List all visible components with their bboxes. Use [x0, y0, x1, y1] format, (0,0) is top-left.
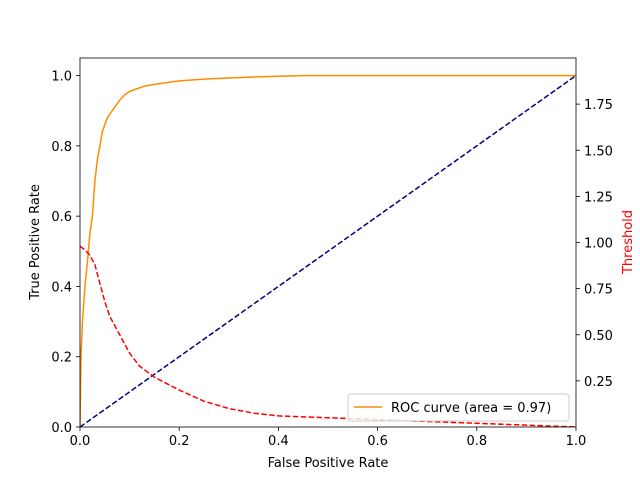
- series-line-1: [80, 74, 576, 427]
- x-tick-label: 0.2: [169, 434, 190, 449]
- y2-tick-label: 1.00: [584, 237, 613, 252]
- series-line-2: [80, 245, 576, 427]
- x-tick-label: 0.8: [466, 434, 487, 449]
- y2-axis-label: Threshold: [621, 210, 636, 275]
- x-axis-label: False Positive Rate: [268, 456, 389, 471]
- series-line-0: [80, 74, 576, 427]
- legend-label: ROC curve (area = 0.97): [391, 401, 551, 416]
- y2-tick-label: 0.75: [584, 283, 613, 298]
- y-axis-label: True Positive Rate: [28, 184, 43, 301]
- legend: ROC curve (area = 0.97): [347, 393, 570, 422]
- y2-tick-label: 1.25: [584, 190, 613, 205]
- x-tick-label: 0.4: [268, 434, 289, 449]
- x-tick-label: 1.0: [566, 434, 587, 449]
- x-tick-label: 0.6: [367, 434, 388, 449]
- plot-curves: [80, 74, 576, 427]
- axes-border: [79, 57, 577, 428]
- legend-box: [347, 393, 570, 422]
- y-tick-label: 0.8: [51, 140, 72, 155]
- y-tick-label: 0.6: [51, 210, 72, 225]
- y2-tick-label: 0.50: [584, 329, 613, 344]
- y-tick-label: 0.2: [51, 351, 72, 366]
- axes-frame: [79, 57, 577, 428]
- y-tick-label: 1.0: [51, 70, 72, 85]
- x-tick-label: 0.0: [70, 434, 91, 449]
- y-tick-label: 0.0: [51, 421, 72, 436]
- y2-tick-label: 0.25: [584, 375, 613, 390]
- y-tick-label: 0.4: [51, 280, 72, 295]
- axis-ticks: 0.0 0.2 0.4 0.6 0.8 1.0 0.0 0.2 0.4 0.6 0.8 1.0 0.25…: [51, 70, 613, 449]
- y2-tick-label: 1.75: [584, 98, 613, 113]
- y2-tick-label: 1.50: [584, 144, 613, 159]
